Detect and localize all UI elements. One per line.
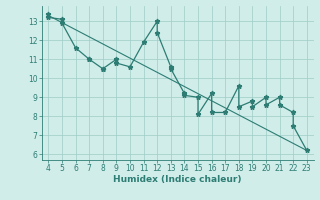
X-axis label: Humidex (Indice chaleur): Humidex (Indice chaleur) [113, 175, 242, 184]
